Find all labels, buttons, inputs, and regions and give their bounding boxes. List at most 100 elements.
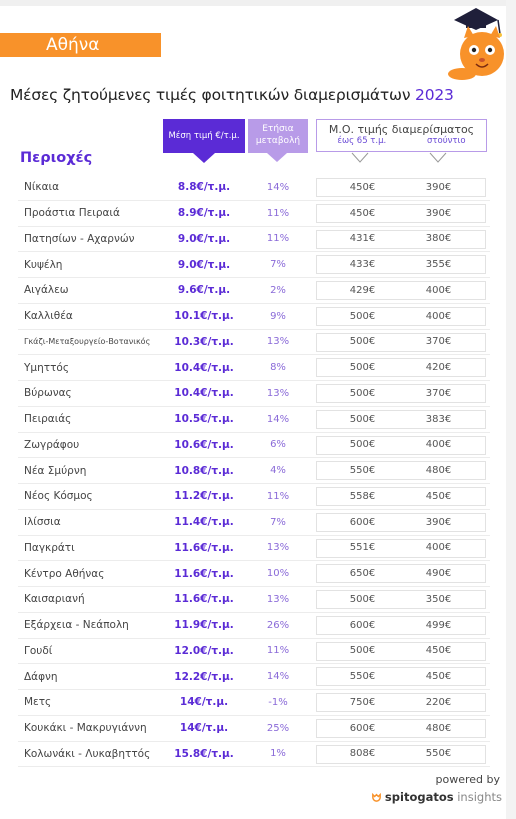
avg-up-to-65: 500€ [349, 593, 376, 605]
header-yearly-change-arrow [267, 153, 287, 162]
brand-name: spitogatos [384, 790, 454, 804]
table-row: Δάφνη 12.2€/τ.μ. 14% 550€ 450€ [18, 664, 490, 690]
avg-price: 11.9€/τ.μ. [174, 619, 234, 632]
table-row: Κέντρο Αθήνας 11.6€/τ.μ. 10% 650€ 490€ [18, 561, 490, 587]
avg-up-to-65: 429€ [349, 284, 376, 296]
table-row: Γκάζι-Μεταξουργείο-Βοτανικός 10.3€/τ.μ. 13… [18, 330, 490, 356]
avg-up-to-65: 500€ [349, 387, 376, 399]
avg-up-to-65: 450€ [349, 207, 376, 219]
city-tag: Αθήνα [0, 33, 161, 57]
chevron-down-icon [429, 152, 447, 163]
area-name: Καισαριανή [24, 593, 85, 606]
spitogatos-logo-icon [372, 792, 381, 802]
avg-studio: 370€ [425, 336, 452, 348]
table-row: Καλλιθέα 10.1€/τ.μ. 9% 500€ 400€ [18, 304, 490, 330]
avg-price: 14€/τ.μ. [179, 722, 229, 735]
yearly-change: 25% [266, 722, 290, 734]
avg-price: 9.0€/τ.μ. [177, 232, 231, 245]
table-row: Γουδί 12.0€/τ.μ. 11% 500€ 450€ [18, 639, 490, 665]
yearly-change: 10% [266, 568, 290, 580]
avg-price: 10.4€/τ.μ. [174, 361, 234, 374]
avg-up-to-65: 500€ [349, 362, 376, 374]
avg-studio: 390€ [425, 207, 452, 219]
avg-studio: 550€ [425, 748, 452, 760]
avg-price: 10.4€/τ.μ. [174, 387, 234, 400]
table-row: Προάστια Πειραιά 8.9€/τ.μ. 11% 450€ 390€ [18, 201, 490, 227]
title-year: 2023 [415, 86, 454, 104]
area-name: Κυψέλη [24, 258, 63, 271]
area-name: Πειραιάς [24, 413, 72, 426]
yearly-change: 13% [266, 542, 290, 554]
avg-studio: 480€ [425, 465, 452, 477]
area-name: Προάστια Πειραιά [24, 207, 120, 220]
avg-studio: 499€ [425, 619, 452, 631]
yearly-change: 11% [266, 207, 290, 219]
avg-box [316, 255, 486, 275]
area-name: Ιλίσσια [24, 516, 61, 529]
avg-price: 11.2€/τ.μ. [174, 490, 234, 503]
table-row: Ιλίσσια 11.4€/τ.μ. 7% 600€ 390€ [18, 510, 490, 536]
avg-up-to-65: 500€ [349, 645, 376, 657]
avg-up-to-65: 500€ [349, 336, 376, 348]
area-name: Κέντρο Αθήνας [24, 567, 105, 580]
avg-studio: 390€ [425, 181, 452, 193]
table-row: Εξάρχεια - Νεάπολη 11.9€/τ.μ. 26% 600€ 499€ [18, 613, 490, 639]
brand-suffix: insights [457, 790, 502, 804]
table-row: Υμηττός 10.4€/τ.μ. 8% 500€ 420€ [18, 355, 490, 381]
title-text: Μέσες ζητούμενες τιμές φοιτητικών διαμερ… [10, 86, 411, 104]
header-avg-apartment-title: Μ.Ο. τιμής διαμερίσματος [328, 123, 475, 136]
yearly-change: 11% [266, 645, 290, 657]
avg-box [316, 409, 486, 429]
avg-box [316, 461, 486, 481]
avg-studio: 400€ [425, 310, 452, 322]
header-studio: στούντιο [427, 136, 466, 146]
area-name: Παγκράτι [24, 541, 75, 554]
area-name: Εξάρχεια - Νεάπολη [24, 619, 129, 632]
avg-box [316, 358, 486, 378]
avg-up-to-65: 550€ [349, 465, 376, 477]
table-row: Πειραιάς 10.5€/τ.μ. 14% 500€ 383€ [18, 407, 490, 433]
avg-box [316, 435, 486, 455]
avg-price: 10.6€/τ.μ. [174, 438, 234, 451]
header-avg-price: Μέση τιμή €/τ.μ. [163, 119, 245, 153]
avg-studio: 220€ [425, 696, 452, 708]
avg-price: 10.3€/τ.μ. [174, 335, 234, 348]
avg-studio: 380€ [425, 233, 452, 245]
yearly-change: -1% [268, 696, 288, 708]
avg-box [316, 229, 486, 249]
avg-up-to-65: 600€ [349, 722, 376, 734]
avg-price: 14€/τ.μ. [179, 696, 229, 709]
header-yearly-change-line1: Ετήσια [262, 124, 294, 134]
avg-box [316, 306, 486, 326]
avg-box [316, 203, 486, 223]
yearly-change: 14% [266, 181, 290, 193]
avg-studio: 450€ [425, 671, 452, 683]
avg-box [316, 384, 486, 403]
table-row: Κυψέλη 9.0€/τ.μ. 7% 433€ 355€ [18, 252, 490, 278]
yearly-change: 4% [270, 465, 286, 477]
avg-box [316, 718, 486, 738]
avg-up-to-65: 550€ [349, 671, 376, 683]
table-row: Κουκάκι - Μακρυγιάννη 14€/τ.μ. 25% 600€ 480€ [18, 716, 490, 742]
yearly-change: 1% [270, 748, 286, 760]
avg-price: 12.2€/τ.μ. [174, 670, 234, 683]
avg-box [316, 538, 486, 558]
table-row: Παγκράτι 11.6€/τ.μ. 13% 551€ 400€ [18, 536, 490, 562]
table-row: Πατησίων - Αχαρνών 9.0€/τ.μ. 11% 431€ 380€ [18, 227, 490, 253]
avg-studio: 400€ [425, 542, 452, 554]
avg-up-to-65: 500€ [349, 413, 376, 425]
avg-box [316, 615, 486, 635]
area-name: Υμηττός [24, 361, 69, 374]
avg-studio: 450€ [425, 645, 452, 657]
yearly-change: 7% [270, 259, 286, 271]
avg-up-to-65: 600€ [349, 619, 376, 631]
avg-box [316, 564, 486, 584]
avg-box [316, 512, 486, 532]
brand-logo: spitogatos insights [330, 790, 502, 804]
regions-heading: Περιοχές [20, 150, 93, 166]
avg-price: 8.8€/τ.μ. [177, 181, 231, 194]
area-name: Κουκάκι - Μακρυγιάννη [24, 722, 147, 735]
yearly-change: 14% [266, 413, 290, 425]
avg-box [316, 744, 486, 764]
price-table: Νίκαια 8.8€/τ.μ. 14% 450€ 390€ Προάστια Πειρα… [18, 175, 490, 768]
